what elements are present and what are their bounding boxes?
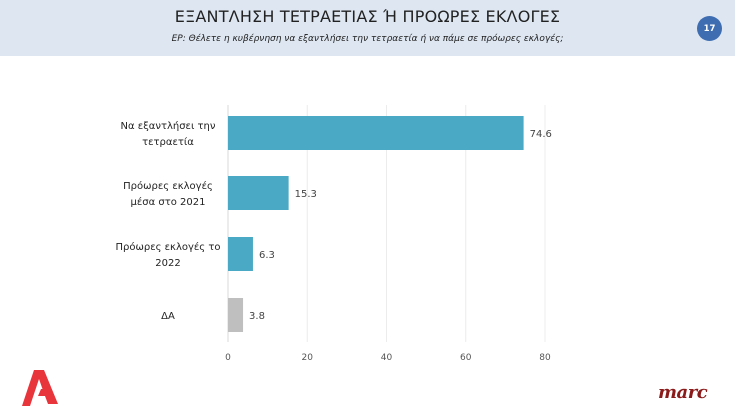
alpha-logo xyxy=(20,368,60,412)
x-tick-label: 60 xyxy=(460,353,472,363)
bar xyxy=(228,176,289,210)
bar xyxy=(228,237,253,271)
category-label: 2022 xyxy=(155,258,180,269)
x-tick-label: 40 xyxy=(381,353,393,363)
bar xyxy=(228,116,524,150)
page-title: ΕΞΑΝΤΛΗΣΗ ΤΕΤΡΑΕΤΙΑΣ Ή ΠΡΟΩΡΕΣ ΕΚΛΟΓΕΣ xyxy=(174,7,561,26)
category-label: τετραετία xyxy=(142,136,194,148)
category-label: Να εξαντλήσει την xyxy=(121,120,216,132)
x-tick-label: 0 xyxy=(225,353,231,363)
category-label: μέσα στο 2021 xyxy=(131,196,206,208)
page-number-badge: 17 xyxy=(697,16,722,41)
bar xyxy=(228,298,244,332)
x-tick-label: 20 xyxy=(302,353,314,363)
x-tick-label: 80 xyxy=(539,353,551,363)
data-label: 3.8 xyxy=(249,311,265,322)
data-label: 74.6 xyxy=(530,129,552,140)
category-label: Πρόωρες εκλογές το xyxy=(115,241,220,253)
marc-logo: marc xyxy=(658,382,708,403)
data-label: 6.3 xyxy=(259,250,275,261)
question-subtitle: ΕΡ: Θέλετε η κυβέρνηση να εξαντλήσει την… xyxy=(171,34,564,44)
header-band: ΕΞΑΝΤΛΗΣΗ ΤΕΤΡΑΕΤΙΑΣ Ή ΠΡΟΩΡΕΣ ΕΚΛΟΓΕΣ Ε… xyxy=(0,0,735,56)
category-label: Πρόωρες εκλογές xyxy=(123,180,213,192)
category-label: ΔΑ xyxy=(161,311,175,322)
data-label: 15.3 xyxy=(295,189,317,200)
alpha-logo-icon xyxy=(22,370,58,406)
